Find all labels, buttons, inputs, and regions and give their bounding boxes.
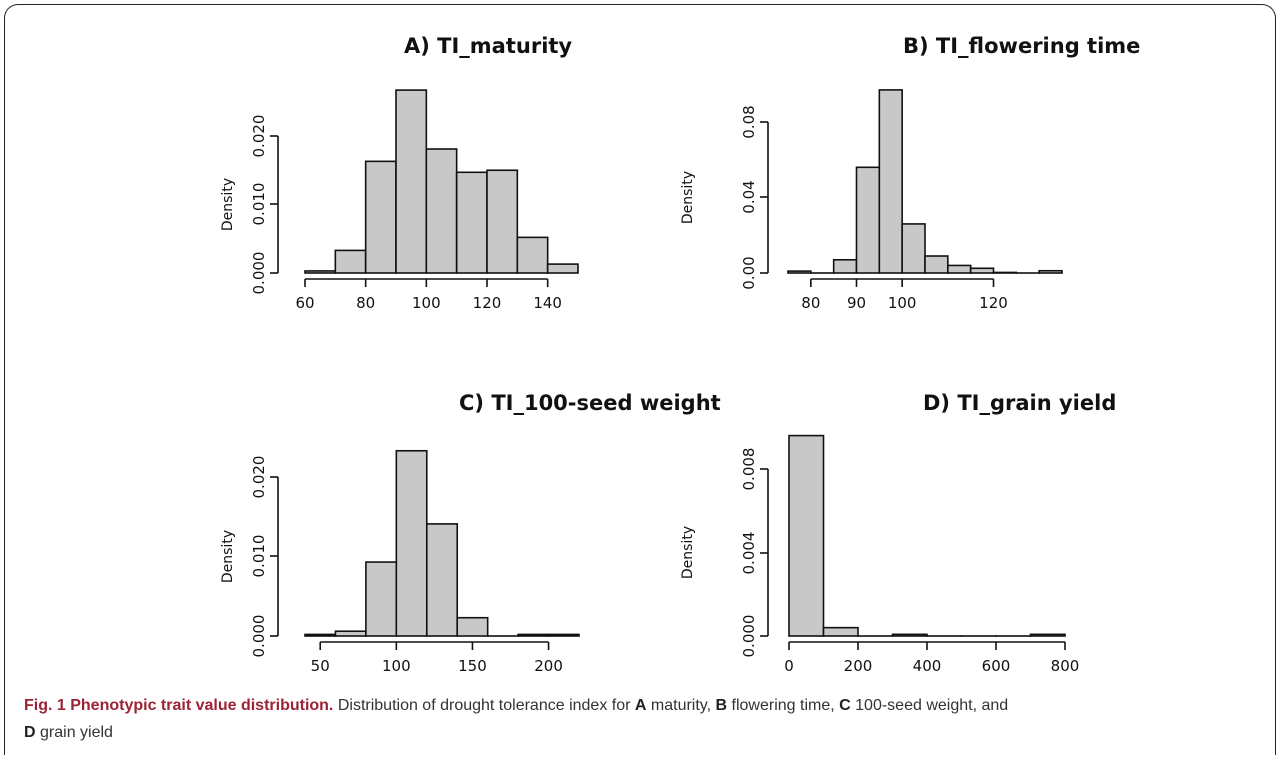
y-tick-label: 0.04 xyxy=(740,180,758,213)
histogram-bar xyxy=(455,171,488,274)
x-tick-label: 100 xyxy=(888,294,917,312)
histogram-bar xyxy=(516,236,549,274)
x-tick-label: 80 xyxy=(356,294,375,312)
x-tick-label: 50 xyxy=(311,657,330,675)
histogram-bar xyxy=(395,89,428,274)
caption-label-a: A xyxy=(634,697,647,714)
histogram-bar xyxy=(304,633,337,637)
caption-label-c: C xyxy=(839,697,851,714)
y-axis-label: Density xyxy=(680,526,696,579)
histogram-bar xyxy=(992,271,1018,274)
caption-text-a: maturity, xyxy=(650,697,712,714)
caption-text-b: flowering time, xyxy=(731,697,835,714)
histogram-bar xyxy=(546,263,579,274)
caption-figure-title: Phenotypic trait value distribution. xyxy=(70,697,334,714)
x-tick-label: 200 xyxy=(534,657,563,675)
y-tick-label: 0.020 xyxy=(250,115,268,158)
x-tick-label: 150 xyxy=(458,657,487,675)
histogram-bar xyxy=(365,561,398,637)
panel-b: B) TI_flowering time 80 90 100 120 0.00 0.04 0.… xyxy=(680,34,1140,312)
histogram-bar xyxy=(969,267,995,274)
histogram-bar xyxy=(304,270,337,274)
histogram-bar xyxy=(425,523,459,637)
figure-caption: Fig. 1 Phenotypic trait value distributi… xyxy=(24,692,1264,746)
caption-text-d: grain yield xyxy=(40,724,113,741)
figure-frame xyxy=(4,4,1276,755)
y-tick-label: 0.08 xyxy=(740,105,758,138)
caption-text-intro: Distribution of drought tolerance index … xyxy=(337,697,631,714)
x-tick-label: 100 xyxy=(382,657,411,675)
histogram-bar xyxy=(364,160,397,274)
histogram-bar xyxy=(517,633,550,637)
histogram-bar xyxy=(486,169,519,274)
histogram-bar xyxy=(1029,633,1066,637)
y-axis-label: Density xyxy=(220,530,236,583)
histogram-bar xyxy=(334,630,367,637)
y-tick-label: 0.000 xyxy=(250,615,268,658)
x-tick-label: 90 xyxy=(847,294,866,312)
x-tick-label: 120 xyxy=(473,294,502,312)
histogram-bar xyxy=(947,264,972,274)
panel-d: D) TI_grain yield 0 200 400 600 800 0.000 0.004… xyxy=(680,391,1116,675)
histogram-bar xyxy=(901,223,926,274)
y-tick-label: 0.00 xyxy=(740,256,758,289)
histogram-bar xyxy=(1038,269,1063,274)
x-tick-label: 60 xyxy=(295,294,314,312)
x-tick-label: 800 xyxy=(1051,657,1080,675)
panel-title: D) TI_grain yield xyxy=(923,391,1116,415)
caption-label-b: B xyxy=(715,697,728,714)
histogram-bar xyxy=(822,626,859,637)
histogram-bar xyxy=(788,434,825,637)
panel-title: C) TI_100-seed weight xyxy=(459,391,721,415)
y-tick-label: 0.004 xyxy=(740,532,758,575)
panel-a: A) TI_maturity 60 80 100 120 140 0.000 0.010 0.0… xyxy=(220,34,579,312)
histogram-bar xyxy=(855,166,881,274)
histogram-bar xyxy=(787,270,812,274)
caption-figure-number: Fig. 1 xyxy=(24,697,66,714)
x-tick-label: 80 xyxy=(801,294,820,312)
histogram-bar xyxy=(924,255,949,274)
histogram-bar xyxy=(891,633,928,637)
y-axis-label: Density xyxy=(220,178,236,231)
histogram-bar xyxy=(832,258,858,274)
y-axis-label: Density xyxy=(680,171,696,224)
x-tick-label: 0 xyxy=(784,657,794,675)
panel-title: B) TI_flowering time xyxy=(903,34,1140,58)
histogram-bar xyxy=(547,633,580,637)
x-tick-label: 400 xyxy=(913,657,942,675)
x-tick-label: 100 xyxy=(412,294,441,312)
caption-label-d: D xyxy=(24,724,36,741)
panel-c: C) TI_100-seed weight 50 100 150 200 0.000 0.0… xyxy=(220,391,721,675)
caption-text-c: 100-seed weight, and xyxy=(855,697,1009,714)
y-tick-label: 0.010 xyxy=(250,183,268,226)
x-tick-label: 600 xyxy=(982,657,1011,675)
histogram-bar xyxy=(395,449,428,637)
histogram-bar xyxy=(878,89,903,274)
panel-title: A) TI_maturity xyxy=(404,34,572,58)
y-tick-label: 0.000 xyxy=(250,252,268,295)
y-tick-label: 0.010 xyxy=(250,535,268,578)
y-tick-label: 0.020 xyxy=(250,456,268,499)
histogram-bar xyxy=(334,249,367,274)
histogram-bar xyxy=(425,148,458,274)
histogram-bar xyxy=(456,616,489,637)
x-tick-label: 140 xyxy=(533,294,562,312)
y-tick-label: 0.008 xyxy=(740,448,758,491)
y-tick-label: 0.000 xyxy=(740,615,758,658)
x-tick-label: 120 xyxy=(979,294,1008,312)
x-tick-label: 200 xyxy=(844,657,873,675)
